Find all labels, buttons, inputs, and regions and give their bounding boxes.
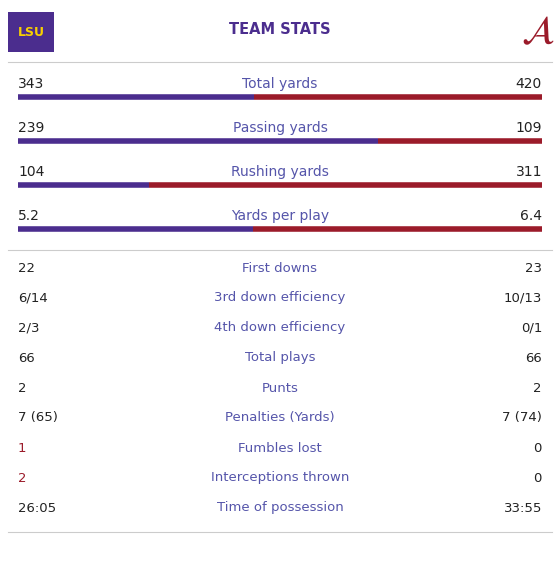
Text: 6/14: 6/14	[18, 291, 48, 305]
Text: TEAM STATS: TEAM STATS	[229, 22, 331, 37]
Text: 0: 0	[534, 472, 542, 484]
Text: 109: 109	[516, 121, 542, 135]
Text: 311: 311	[516, 165, 542, 179]
Text: Total yards: Total yards	[242, 77, 318, 91]
Text: 6.4: 6.4	[520, 209, 542, 223]
Text: $\mathcal{A}$: $\mathcal{A}$	[521, 13, 555, 51]
Text: Punts: Punts	[262, 381, 298, 395]
Text: 2/3: 2/3	[18, 321, 40, 335]
Text: 5.2: 5.2	[18, 209, 40, 223]
Text: 22: 22	[18, 262, 35, 275]
Text: 26:05: 26:05	[18, 502, 56, 514]
Text: First downs: First downs	[242, 262, 318, 275]
Text: 2: 2	[18, 472, 26, 484]
Text: 3rd down efficiency: 3rd down efficiency	[214, 291, 346, 305]
Text: 23: 23	[525, 262, 542, 275]
FancyBboxPatch shape	[8, 12, 54, 52]
Text: 7 (74): 7 (74)	[502, 411, 542, 425]
Text: Yards per play: Yards per play	[231, 209, 329, 223]
Text: 2: 2	[534, 381, 542, 395]
Text: 33:55: 33:55	[503, 502, 542, 514]
Text: Total plays: Total plays	[245, 351, 315, 365]
Text: 4th down efficiency: 4th down efficiency	[214, 321, 346, 335]
Text: 420: 420	[516, 77, 542, 91]
Text: Penalties (Yards): Penalties (Yards)	[225, 411, 335, 425]
Text: 0/1: 0/1	[521, 321, 542, 335]
Text: 343: 343	[18, 77, 44, 91]
Text: 10/13: 10/13	[503, 291, 542, 305]
Text: Time of possession: Time of possession	[217, 502, 343, 514]
Text: 66: 66	[18, 351, 35, 365]
Text: 1: 1	[18, 441, 26, 454]
Text: 239: 239	[18, 121, 44, 135]
Text: Rushing yards: Rushing yards	[231, 165, 329, 179]
Text: 104: 104	[18, 165, 44, 179]
Text: Interceptions thrown: Interceptions thrown	[211, 472, 349, 484]
Text: 7 (65): 7 (65)	[18, 411, 58, 425]
Text: Fumbles lost: Fumbles lost	[238, 441, 322, 454]
Text: 2: 2	[18, 381, 26, 395]
Text: 0: 0	[534, 441, 542, 454]
Text: LSU: LSU	[17, 25, 44, 39]
Text: 66: 66	[525, 351, 542, 365]
Text: Passing yards: Passing yards	[232, 121, 328, 135]
